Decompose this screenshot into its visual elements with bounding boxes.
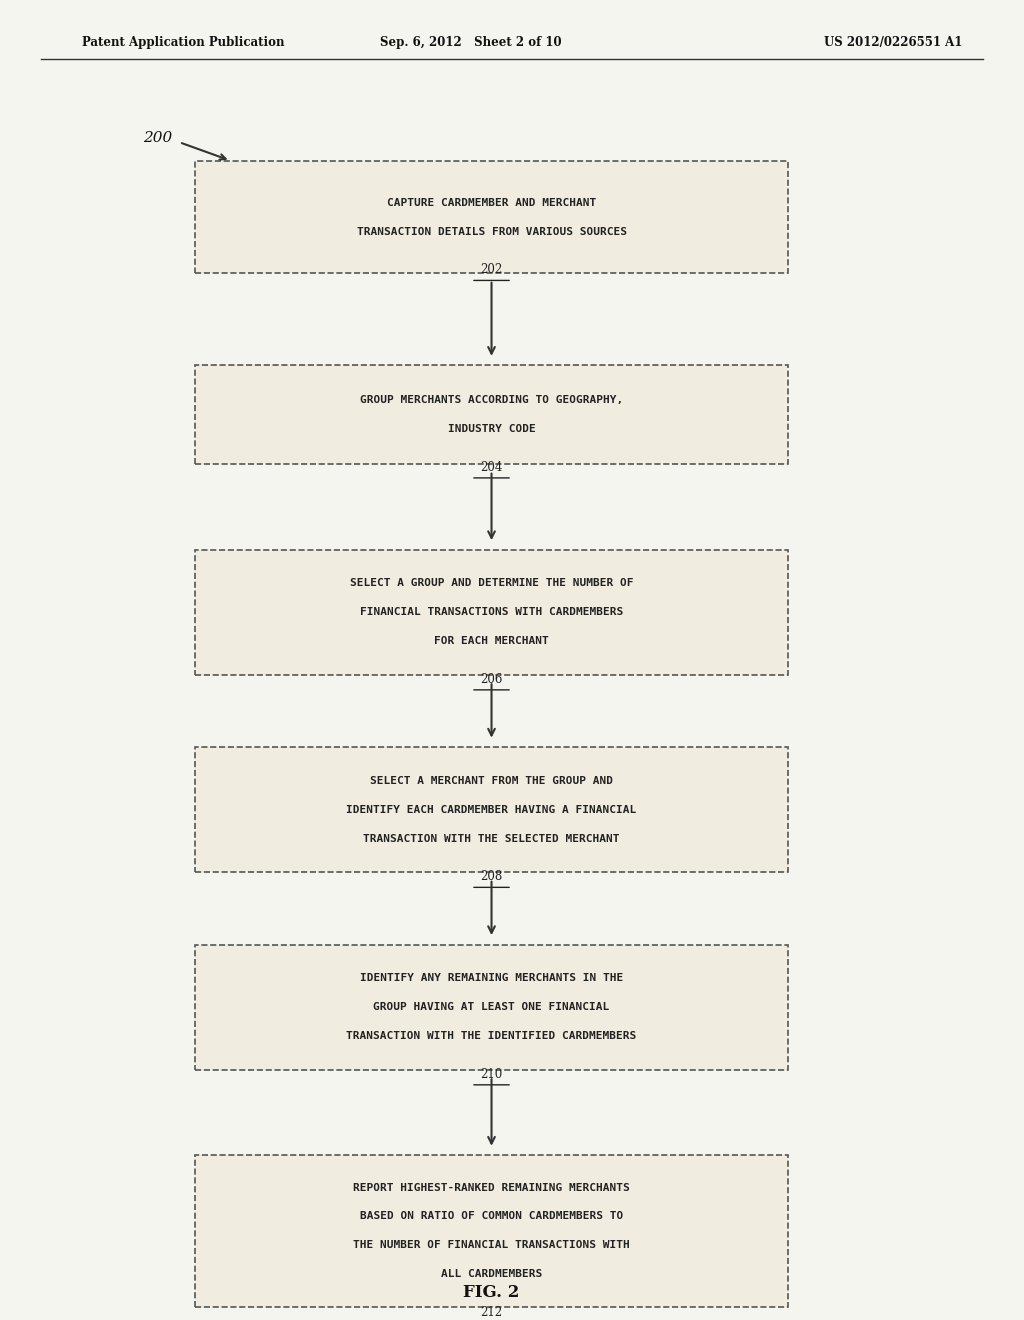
Text: INDUSTRY CODE: INDUSTRY CODE <box>447 424 536 434</box>
Text: TRANSACTION WITH THE SELECTED MERCHANT: TRANSACTION WITH THE SELECTED MERCHANT <box>364 834 620 843</box>
Text: IDENTIFY EACH CARDMEMBER HAVING A FINANCIAL: IDENTIFY EACH CARDMEMBER HAVING A FINANC… <box>346 805 637 814</box>
Text: CAPTURE CARDMEMBER AND MERCHANT: CAPTURE CARDMEMBER AND MERCHANT <box>387 198 596 207</box>
Text: IDENTIFY ANY REMAINING MERCHANTS IN THE: IDENTIFY ANY REMAINING MERCHANTS IN THE <box>359 973 624 983</box>
FancyBboxPatch shape <box>195 366 788 465</box>
Text: 210: 210 <box>480 1068 503 1081</box>
Text: 212: 212 <box>480 1305 503 1319</box>
Text: TRANSACTION DETAILS FROM VARIOUS SOURCES: TRANSACTION DETAILS FROM VARIOUS SOURCES <box>356 227 627 236</box>
Text: ALL CARDMEMBERS: ALL CARDMEMBERS <box>441 1270 542 1279</box>
Text: GROUP MERCHANTS ACCORDING TO GEOGRAPHY,: GROUP MERCHANTS ACCORDING TO GEOGRAPHY, <box>359 395 624 405</box>
Text: THE NUMBER OF FINANCIAL TRANSACTIONS WITH: THE NUMBER OF FINANCIAL TRANSACTIONS WIT… <box>353 1241 630 1250</box>
FancyBboxPatch shape <box>195 1155 788 1307</box>
Text: FIG. 2: FIG. 2 <box>463 1284 520 1302</box>
Text: 204: 204 <box>480 461 503 474</box>
FancyBboxPatch shape <box>195 549 788 675</box>
FancyBboxPatch shape <box>195 747 788 873</box>
Text: FINANCIAL TRANSACTIONS WITH CARDMEMBERS: FINANCIAL TRANSACTIONS WITH CARDMEMBERS <box>359 607 624 618</box>
Text: SELECT A GROUP AND DETERMINE THE NUMBER OF: SELECT A GROUP AND DETERMINE THE NUMBER … <box>350 578 633 589</box>
Text: US 2012/0226551 A1: US 2012/0226551 A1 <box>824 36 963 49</box>
Text: FOR EACH MERCHANT: FOR EACH MERCHANT <box>434 636 549 647</box>
Text: SELECT A MERCHANT FROM THE GROUP AND: SELECT A MERCHANT FROM THE GROUP AND <box>370 776 613 785</box>
Text: BASED ON RATIO OF COMMON CARDMEMBERS TO: BASED ON RATIO OF COMMON CARDMEMBERS TO <box>359 1212 624 1221</box>
Text: Patent Application Publication: Patent Application Publication <box>82 36 285 49</box>
Text: TRANSACTION WITH THE IDENTIFIED CARDMEMBERS: TRANSACTION WITH THE IDENTIFIED CARDMEMB… <box>346 1031 637 1041</box>
Text: Sep. 6, 2012   Sheet 2 of 10: Sep. 6, 2012 Sheet 2 of 10 <box>380 36 562 49</box>
Text: 206: 206 <box>480 673 503 686</box>
FancyBboxPatch shape <box>195 945 788 1069</box>
Text: 208: 208 <box>480 870 503 883</box>
Text: 202: 202 <box>480 264 503 276</box>
FancyBboxPatch shape <box>195 161 788 273</box>
Text: REPORT HIGHEST-RANKED REMAINING MERCHANTS: REPORT HIGHEST-RANKED REMAINING MERCHANT… <box>353 1183 630 1192</box>
Text: GROUP HAVING AT LEAST ONE FINANCIAL: GROUP HAVING AT LEAST ONE FINANCIAL <box>374 1002 609 1012</box>
Text: 200: 200 <box>143 131 173 145</box>
